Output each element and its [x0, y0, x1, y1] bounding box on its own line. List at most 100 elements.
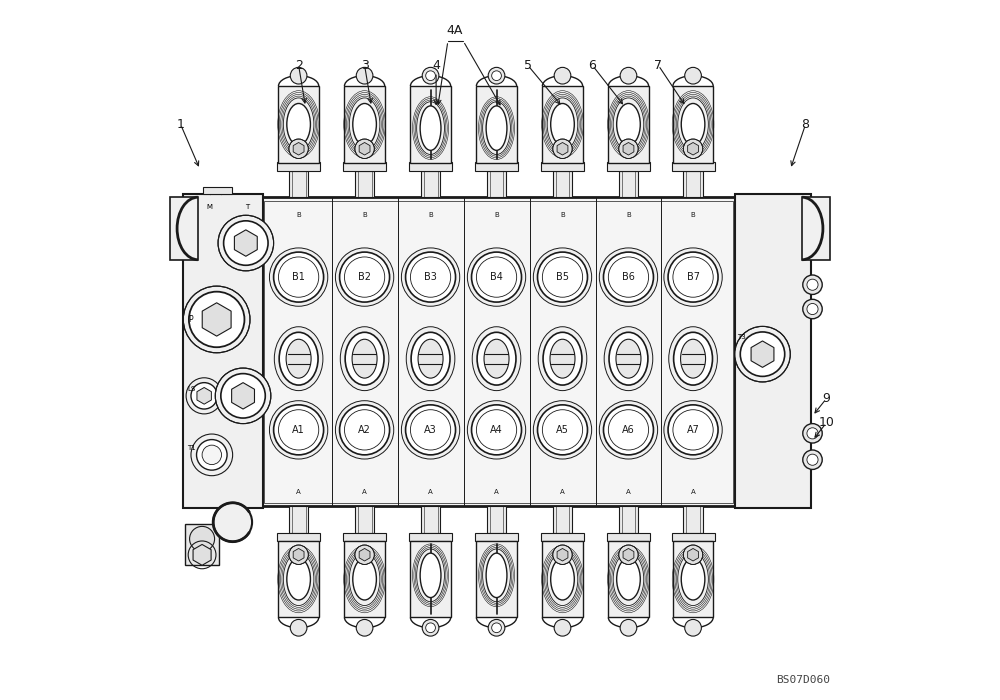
Ellipse shape [286, 340, 311, 378]
Bar [487, 506, 506, 533]
Text: B: B [362, 211, 367, 218]
Circle shape [274, 405, 324, 455]
Ellipse shape [681, 559, 705, 600]
Bar [541, 162, 584, 171]
Bar [619, 506, 638, 533]
Circle shape [664, 248, 722, 307]
Ellipse shape [551, 559, 574, 600]
Text: B: B [494, 211, 499, 218]
Circle shape [807, 428, 818, 439]
Circle shape [472, 252, 522, 302]
Circle shape [683, 139, 703, 158]
Polygon shape [623, 549, 634, 561]
Bar [410, 541, 451, 617]
Ellipse shape [345, 332, 384, 385]
Circle shape [685, 620, 701, 636]
Text: A: A [626, 489, 631, 496]
Text: A2: A2 [358, 425, 371, 435]
Text: BS07D060: BS07D060 [776, 675, 830, 685]
Circle shape [807, 304, 818, 314]
Circle shape [221, 374, 265, 418]
Ellipse shape [616, 340, 641, 378]
Ellipse shape [406, 327, 455, 391]
Polygon shape [359, 549, 370, 561]
Bar [683, 506, 703, 533]
Bar [343, 533, 386, 541]
Bar [260, 197, 736, 506]
Circle shape [599, 400, 658, 459]
Bar [344, 86, 385, 162]
Circle shape [401, 400, 460, 459]
Polygon shape [293, 143, 304, 155]
Bar [608, 541, 649, 617]
Circle shape [215, 368, 271, 423]
Bar [608, 86, 649, 162]
Circle shape [290, 67, 307, 84]
Circle shape [426, 71, 435, 80]
Circle shape [608, 410, 649, 450]
Circle shape [533, 400, 592, 459]
Bar [289, 171, 308, 197]
Text: B6: B6 [622, 272, 635, 282]
Text: 4: 4 [432, 59, 440, 72]
Bar [476, 541, 517, 617]
Circle shape [740, 332, 785, 377]
Circle shape [410, 257, 451, 298]
Circle shape [422, 620, 439, 636]
Circle shape [467, 400, 526, 459]
Bar [355, 506, 374, 533]
Circle shape [673, 410, 713, 450]
Circle shape [344, 257, 385, 298]
Polygon shape [193, 545, 211, 566]
Bar [344, 541, 385, 617]
Ellipse shape [274, 327, 323, 391]
Circle shape [278, 410, 319, 450]
Circle shape [488, 620, 505, 636]
Circle shape [183, 286, 250, 353]
Text: T3: T3 [737, 334, 746, 340]
Polygon shape [557, 143, 568, 155]
Circle shape [410, 410, 451, 450]
Ellipse shape [617, 104, 640, 145]
Bar [683, 171, 703, 197]
Ellipse shape [486, 553, 507, 598]
Bar [203, 188, 232, 195]
Circle shape [189, 292, 244, 347]
Circle shape [274, 252, 324, 302]
Circle shape [619, 139, 638, 158]
Circle shape [803, 424, 822, 443]
Bar [673, 86, 713, 162]
Circle shape [668, 252, 718, 302]
Bar [277, 533, 320, 541]
Circle shape [803, 450, 822, 470]
Text: B7: B7 [687, 272, 700, 282]
Text: 2: 2 [295, 59, 303, 72]
Text: B4: B4 [490, 272, 503, 282]
Bar [409, 533, 452, 541]
Bar [673, 541, 713, 617]
Circle shape [488, 67, 505, 84]
Circle shape [406, 405, 456, 455]
Text: M: M [207, 204, 213, 210]
Circle shape [290, 620, 307, 636]
Text: T: T [245, 204, 249, 210]
Circle shape [553, 139, 572, 158]
Circle shape [620, 620, 637, 636]
Polygon shape [202, 303, 231, 336]
Ellipse shape [287, 559, 310, 600]
Polygon shape [234, 230, 257, 256]
Circle shape [218, 216, 274, 271]
Bar [289, 506, 308, 533]
Circle shape [492, 623, 501, 633]
Text: A1: A1 [292, 425, 305, 435]
Circle shape [537, 252, 587, 302]
Bar [553, 171, 572, 197]
Text: B: B [428, 211, 433, 218]
Ellipse shape [669, 327, 717, 391]
Circle shape [476, 410, 517, 450]
Ellipse shape [420, 106, 441, 150]
Circle shape [537, 405, 587, 455]
Bar [672, 533, 715, 541]
Circle shape [554, 620, 571, 636]
Circle shape [406, 252, 456, 302]
